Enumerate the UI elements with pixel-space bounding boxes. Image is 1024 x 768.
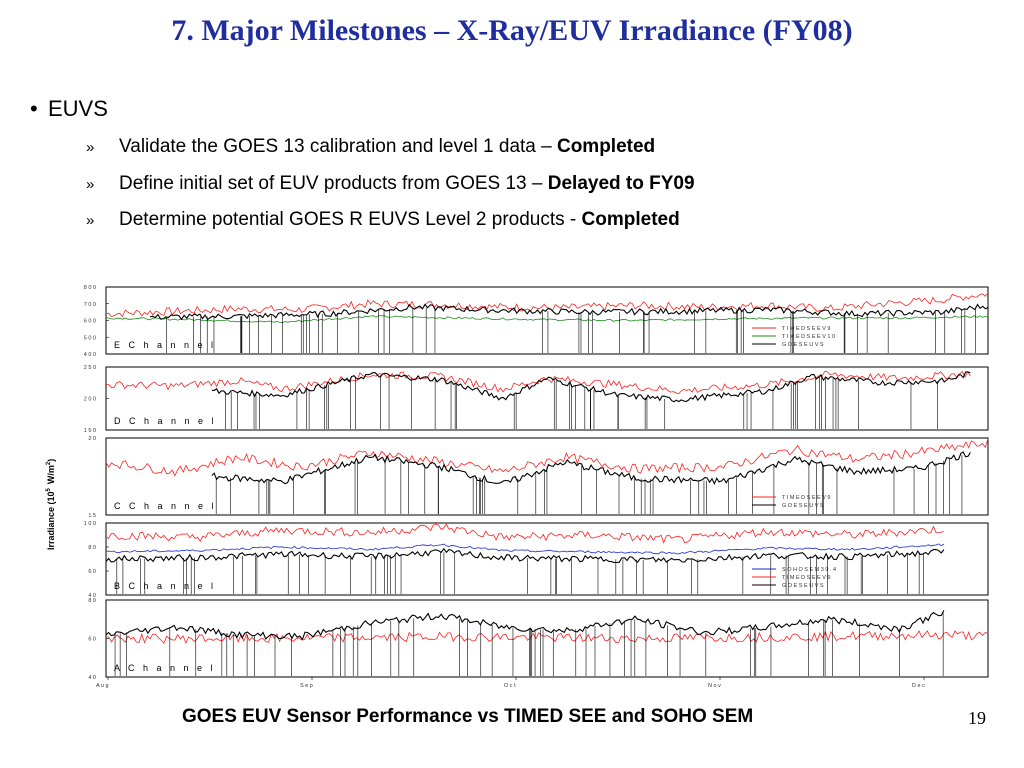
bullet-dot-icon: • bbox=[30, 96, 38, 121]
series-line bbox=[105, 543, 945, 555]
legend-label: G O E S E U V S bbox=[782, 583, 824, 589]
panel-b-channel: 1 0 0 8 0 6 0 4 0 B C h a n n e l S O H O S E… bbox=[84, 521, 989, 599]
y-tick-label: 6 0 0 bbox=[84, 319, 96, 325]
subitem-validate: » Validate the GOES 13 calibration and le… bbox=[86, 136, 655, 158]
panel-d-channel: 2 5 0 2 0 0 1 5 0 D C h a n n e l bbox=[84, 365, 989, 434]
y-axis-label: Irradiance (105W/m2) bbox=[46, 459, 56, 550]
panel-frame bbox=[105, 522, 989, 596]
subitem-text: Define initial set of EUV products from … bbox=[119, 173, 548, 194]
channel-label: E C h a n n e l bbox=[114, 340, 216, 350]
series-line bbox=[211, 371, 971, 403]
page-number: 19 bbox=[968, 708, 986, 728]
subitem-text: Determine potential GOES R EUVS Level 2 … bbox=[119, 209, 582, 230]
y-tick-label: 1 5 bbox=[88, 513, 96, 519]
y-tick-label: 4 0 0 bbox=[84, 352, 96, 358]
chevron-icon: » bbox=[86, 176, 95, 193]
y-tick-label: 1 0 0 bbox=[84, 521, 96, 527]
panel-c-channel: 2 0 1 5 C C h a n n e l T I M E D S E E V 9… bbox=[88, 436, 989, 519]
channel-label: B C h a n n e l bbox=[114, 581, 216, 591]
y-tick-label: 4 0 bbox=[88, 593, 96, 599]
chevron-icon: » bbox=[86, 212, 95, 229]
subitem-determine: » Determine potential GOES R EUVS Level 2… bbox=[86, 209, 680, 231]
y-tick-label: 6 0 bbox=[88, 637, 96, 643]
y-tick-label: 8 0 0 bbox=[84, 285, 96, 291]
series-line bbox=[105, 438, 989, 477]
y-tick-label: 4 0 bbox=[88, 675, 96, 681]
y-tick-label: 2 0 0 bbox=[84, 397, 96, 403]
slide-title: 7. Major Milestones – X-Ray/EUV Irradian… bbox=[171, 14, 853, 47]
series-line bbox=[211, 451, 971, 486]
legend-label: T I M E D S E E V 1 0 bbox=[782, 334, 835, 340]
y-tick-label: 8 0 bbox=[88, 598, 96, 604]
subitem-status: Completed bbox=[581, 209, 680, 230]
legend-label: T I M E D S E E V 9 bbox=[782, 495, 831, 501]
chevron-icon: » bbox=[86, 139, 95, 156]
series-line bbox=[106, 370, 971, 395]
legend-label: G O E S E U V S bbox=[782, 503, 824, 509]
y-tick-label: 6 0 bbox=[88, 569, 96, 575]
x-tick-label: S e p bbox=[300, 683, 313, 689]
subitem-status: Completed bbox=[556, 136, 656, 157]
panel-a-channel: 8 0 6 0 4 0 A C h a n n e l bbox=[88, 598, 989, 681]
series-line bbox=[150, 303, 989, 321]
bullet-label: EUVS bbox=[48, 96, 108, 121]
irradiance-figure: 8 0 0 7 0 0 6 0 0 5 0 0 4 0 0 E C h a n n e l… bbox=[46, 285, 989, 689]
subitem-define: » Define initial set of EUV products from… bbox=[86, 173, 695, 195]
y-tick-label: 1 5 0 bbox=[84, 428, 96, 434]
x-tick-label: O c t bbox=[504, 683, 516, 689]
y-tick-label: 2 0 bbox=[88, 436, 96, 442]
x-tick-label: N o v bbox=[708, 683, 721, 689]
y-tick-label: 2 5 0 bbox=[84, 365, 96, 371]
series-line bbox=[105, 315, 989, 324]
y-tick-label: 5 0 0 bbox=[84, 335, 96, 341]
series-line bbox=[105, 547, 945, 564]
series-line bbox=[105, 523, 944, 544]
x-tick-label: D e c bbox=[912, 683, 925, 689]
legend-label: T I M E D S E E V 9 bbox=[782, 326, 831, 332]
y-tick-label: 8 0 bbox=[88, 545, 96, 551]
subitem-status: Delayed to FY09 bbox=[547, 173, 695, 194]
legend-label: G O E S E U V S bbox=[782, 342, 824, 348]
x-tick-label: A u g bbox=[96, 683, 109, 689]
bullet-euvs: • EUVS bbox=[30, 96, 108, 122]
panel-frame bbox=[105, 437, 989, 516]
channel-label: D C h a n n e l bbox=[114, 416, 217, 426]
series-line bbox=[105, 292, 989, 318]
figure-caption: GOES EUV Sensor Performance vs TIMED SEE… bbox=[182, 706, 754, 727]
channel-label: A C h a n n e l bbox=[114, 663, 216, 673]
series-line bbox=[105, 610, 945, 641]
legend-label: S O H O S E M 3 0 . 4 bbox=[782, 567, 836, 573]
channel-label: C C h a n n e l bbox=[114, 501, 217, 511]
legend-label: T I M E D S E E V 9 bbox=[782, 575, 831, 581]
panel-e-channel: 8 0 0 7 0 0 6 0 0 5 0 0 4 0 0 E C h a n n e l… bbox=[84, 285, 989, 358]
subitem-text: Validate the GOES 13 calibration and lev… bbox=[119, 136, 557, 157]
series-line bbox=[106, 630, 989, 645]
y-tick-label: 7 0 0 bbox=[84, 302, 96, 308]
